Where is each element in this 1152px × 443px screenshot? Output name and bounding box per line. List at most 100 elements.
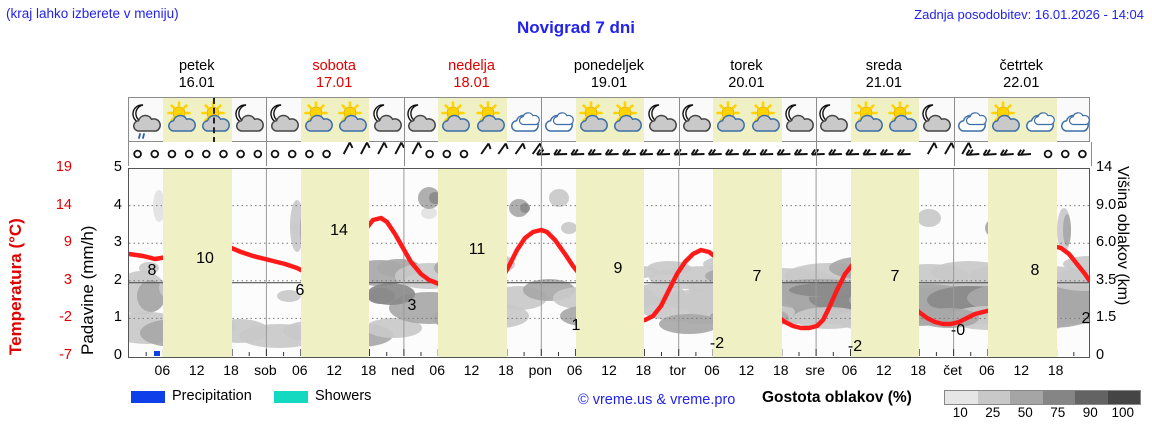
weather-icon-moon-cloud	[816, 98, 850, 143]
density-step-90	[1075, 391, 1108, 404]
precipitation-axis-title: Padavine (mm/h)	[78, 225, 97, 355]
weather-icon-sun-cloud	[851, 98, 885, 143]
temperature-tick: 14	[55, 196, 72, 213]
day-date: 16.01	[178, 75, 215, 91]
density-tick-label: 75	[1050, 405, 1066, 420]
density-tick-label: 100	[1111, 405, 1135, 420]
day-separator	[266, 98, 268, 143]
temperature-axis-title: Temperatura (°C)	[6, 218, 25, 355]
day-name: sobota	[312, 58, 356, 74]
weather-icon-sun-cloud	[473, 98, 507, 143]
x-tick-label: 18	[223, 362, 239, 378]
daytime-band	[575, 168, 645, 357]
density-tick-label: 10	[952, 405, 968, 420]
daytime-band	[987, 168, 1057, 357]
weather-icon-row	[128, 97, 1091, 143]
current-time-marker-icons	[213, 98, 215, 143]
x-tick-label: čet	[943, 362, 962, 378]
precipitation-tick: 2	[113, 271, 122, 288]
day-separator	[953, 142, 955, 166]
temperature-point-label: 7	[890, 268, 900, 285]
x-tick-label: ned	[391, 362, 415, 378]
cloudheight-tick: 6.0	[1096, 234, 1117, 251]
page-title: Novigrad 7 dni	[516, 18, 636, 37]
daytime-band	[300, 168, 370, 357]
daytime-band	[850, 168, 920, 357]
temperature-tick: 19	[55, 159, 72, 175]
cloudheight-axis-title: Višina oblakov (km)	[1114, 166, 1131, 306]
weather-icon-sun-cloud	[713, 98, 747, 143]
day-header-sreda: sreda 21.01	[815, 58, 952, 92]
temperature-tick: 3	[63, 271, 72, 288]
weather-icon-moon-cloud	[919, 98, 953, 143]
x-tick-label: 18	[360, 362, 377, 378]
density-step-75	[1042, 391, 1075, 404]
temperature-tick: 9	[63, 234, 72, 251]
density-step-50	[1010, 391, 1043, 404]
weather-icon-sun-cloud	[576, 98, 610, 143]
temperature-point-label: 1	[571, 317, 581, 334]
day-date: 21.01	[865, 75, 902, 91]
daytime-band	[713, 168, 782, 357]
day-name: četrtek	[999, 58, 1044, 74]
weather-icon-moon-cloud	[782, 98, 816, 143]
cloudheight-tick: 1.5	[1096, 309, 1117, 326]
temperature-point-label: -0	[950, 322, 966, 339]
cloudheight-tick: 3.5	[1096, 271, 1117, 288]
cloudheight-tick: 0	[1096, 347, 1105, 363]
weather-icon-sun-cloud	[163, 98, 197, 143]
forecast-plot[interactable]	[128, 168, 1090, 358]
x-tick-label: 06	[704, 362, 720, 378]
weather-icon-moon-cloud	[370, 98, 404, 143]
weather-icon-cloud	[541, 98, 575, 143]
day-separator	[266, 142, 268, 166]
weather-icon-cloud	[1057, 98, 1091, 143]
precipitation-tick: 5	[113, 159, 122, 175]
temperature-point-label: 6	[295, 282, 305, 299]
x-tick-label: pon	[528, 362, 552, 378]
weather-icon-moon-cloud	[644, 98, 678, 143]
cloud-density-colorbar	[944, 390, 1141, 405]
x-tick-label: 06	[979, 362, 995, 378]
cloud-density-legend-label: Gostota oblakov (%)	[762, 389, 912, 406]
day-separator	[541, 98, 543, 143]
density-tick-label: 50	[1017, 405, 1033, 420]
day-date: 18.01	[453, 75, 490, 91]
day-header-ponedeljek: ponedeljek 19.01	[540, 58, 677, 92]
precipitation-swatch	[131, 391, 165, 403]
x-tick-label: 12	[876, 362, 892, 378]
day-name: torek	[730, 58, 763, 74]
day-header-četrtek: četrtek 22.01	[953, 58, 1090, 92]
copyright-text[interactable]: © vreme.us & vreme.pro	[578, 392, 736, 408]
cloudheight-tick: 9.0	[1096, 196, 1117, 213]
day-separator	[953, 98, 955, 143]
x-tick-label: 18	[1047, 362, 1064, 378]
weather-icon-moon-cloud-drizzle	[129, 98, 163, 143]
day-separator	[816, 98, 818, 143]
temperature-point-label: -2	[847, 338, 863, 355]
daytime-band	[438, 168, 507, 357]
showers-legend-label: Showers	[315, 388, 372, 404]
day-date: 19.01	[590, 75, 628, 91]
day-header-nedelja: nedelja 18.01	[403, 58, 540, 92]
weather-icon-moon-cloud	[404, 98, 438, 143]
density-step-25	[977, 391, 1010, 404]
x-tick-label: tor	[669, 362, 686, 378]
cloudheight-tick: 14	[1096, 159, 1113, 175]
last-updated-text: Zadnja posodobitev: 16.01.2026 - 14:04	[914, 7, 1144, 22]
precipitation-tick: 1	[113, 309, 122, 326]
day-name: petek	[178, 58, 215, 74]
day-separator	[678, 142, 680, 166]
weather-icon-sun-cloud	[198, 98, 232, 143]
day-header-sobota: sobota 17.01	[265, 58, 402, 92]
precipitation-tick: 0	[113, 347, 122, 363]
density-tick-label: 25	[985, 405, 1001, 420]
location-menu-note[interactable]: (kraj lahko izberete v meniju)	[6, 6, 179, 21]
day-name: sreda	[865, 58, 902, 74]
density-step-100	[1107, 391, 1140, 404]
x-tick-label: 18	[635, 362, 652, 378]
weather-icon-sun-cloud	[610, 98, 644, 143]
wind-barb-row	[128, 142, 1092, 166]
x-tick-label: 12	[326, 362, 342, 378]
temperature-tick: -2	[59, 309, 72, 326]
